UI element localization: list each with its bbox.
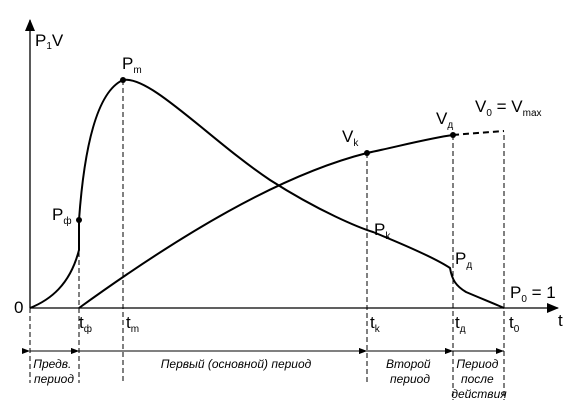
volume-curve-extension xyxy=(452,130,505,136)
label-pre-period: Предв. период xyxy=(33,357,74,386)
point-v-d xyxy=(450,132,456,138)
label-first-period: Первый (основной) период xyxy=(161,357,312,371)
y-axis-label: P1V xyxy=(35,31,64,52)
label-v-k: Vk xyxy=(342,127,359,149)
point-v-k xyxy=(364,150,370,156)
label-p-zero: P0 = 1 xyxy=(510,283,556,305)
point-p-front xyxy=(76,217,82,223)
tick-label-t-max: tm xyxy=(126,313,139,335)
label-second-period: Второй период xyxy=(386,357,434,386)
tick-label-t-d: tд xyxy=(455,313,466,335)
tick-label-t-front: tф xyxy=(79,313,92,335)
volume-curve xyxy=(78,134,454,309)
pressure-curve xyxy=(29,78,505,309)
tick-label-t-0: t0 xyxy=(509,313,520,335)
label-v-max: V0 = Vmax xyxy=(475,97,542,119)
label-p-d: Pд xyxy=(455,249,472,271)
point-p-max xyxy=(120,77,126,83)
label-p-front: Pф xyxy=(52,205,72,227)
x-axis-label: t xyxy=(558,311,563,330)
label-v-d: Vд xyxy=(436,109,453,131)
label-after-period: Период после действия xyxy=(451,357,507,401)
label-p-k: Pk xyxy=(374,220,391,242)
label-p-max: Pm xyxy=(122,54,142,76)
tick-label-t-k: tk xyxy=(370,313,381,335)
origin-label: 0 xyxy=(14,298,23,317)
